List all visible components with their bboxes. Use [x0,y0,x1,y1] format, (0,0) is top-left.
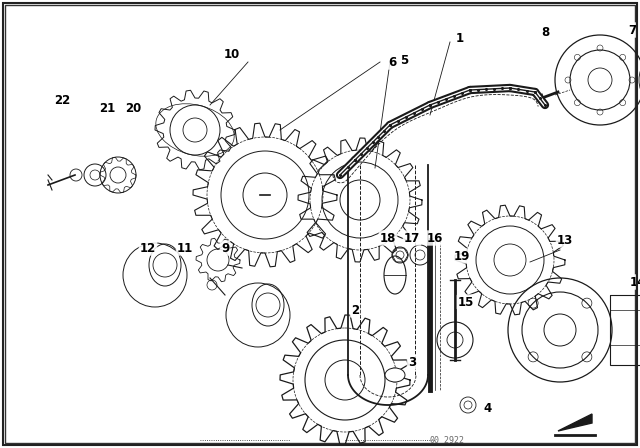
Text: 5: 5 [400,53,408,66]
Text: 11: 11 [177,241,193,254]
Text: 12: 12 [140,241,156,254]
Text: 14: 14 [630,276,640,289]
Text: 8: 8 [541,26,549,39]
Text: 9: 9 [221,241,229,254]
Text: 22: 22 [54,94,70,107]
Text: 4: 4 [484,401,492,414]
Text: 1: 1 [456,31,464,44]
Text: 13: 13 [557,233,573,246]
Text: 19: 19 [454,250,470,263]
Text: 6: 6 [388,56,396,69]
Ellipse shape [385,368,405,382]
Text: 3: 3 [408,356,416,369]
Text: 7: 7 [628,23,636,36]
Text: 15: 15 [458,296,474,309]
Text: 18: 18 [380,232,396,245]
Polygon shape [558,414,592,431]
Text: 10: 10 [224,48,240,61]
Text: 2: 2 [351,303,359,316]
Bar [610,295,640,365]
Text: 17: 17 [404,232,420,245]
Text: 20: 20 [125,102,141,115]
Text: 00_2922: 00_2922 [430,435,465,444]
Text: 16: 16 [427,232,443,245]
Text: 21: 21 [99,102,115,115]
